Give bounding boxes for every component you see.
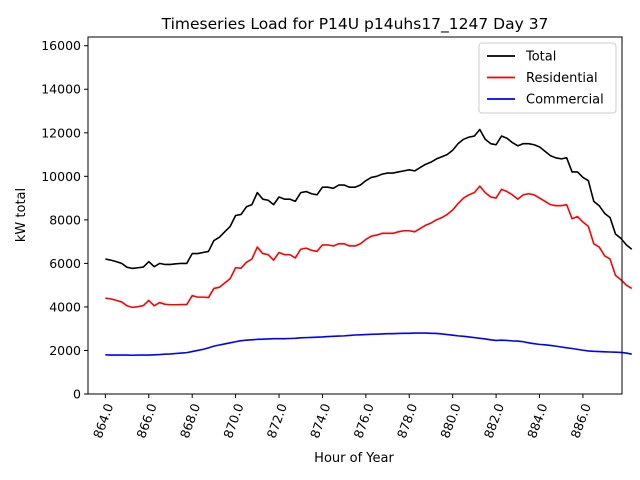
plot-area — [87, 36, 633, 395]
legend-label-commercial: Commercial — [526, 93, 604, 108]
chart-title: Timeseries Load for P14U p14uhs17_1247 D… — [161, 15, 549, 34]
series-line-residential — [105, 185, 633, 309]
legend: Total Residential Commercial — [478, 42, 617, 114]
legend-label-residential: Residential — [526, 71, 598, 86]
series-line-commercial — [105, 332, 632, 357]
y-tick-label: 6000 — [49, 256, 81, 271]
plot-frame — [87, 36, 623, 395]
y-tick-label: 4000 — [49, 299, 81, 314]
legend-box — [478, 42, 617, 114]
y-tick-label: 12000 — [41, 125, 81, 140]
y-tick-label: 16000 — [41, 38, 81, 53]
y-tick-label: 10000 — [41, 169, 81, 184]
y-tick-label: 2000 — [49, 343, 81, 358]
y-axis-label: kW total — [14, 188, 29, 242]
series-line-total — [105, 128, 633, 270]
y-axis-ticks: 0 2000 4000 6000 8000 10000 12000 14000 16000 — [41, 38, 88, 402]
legend-label-total: Total — [525, 50, 556, 65]
x-axis-label: Hour of Year — [314, 451, 394, 466]
y-tick-label: 0 — [73, 387, 81, 402]
y-tick-label: 14000 — [41, 82, 81, 97]
y-tick-label: 8000 — [49, 212, 81, 227]
